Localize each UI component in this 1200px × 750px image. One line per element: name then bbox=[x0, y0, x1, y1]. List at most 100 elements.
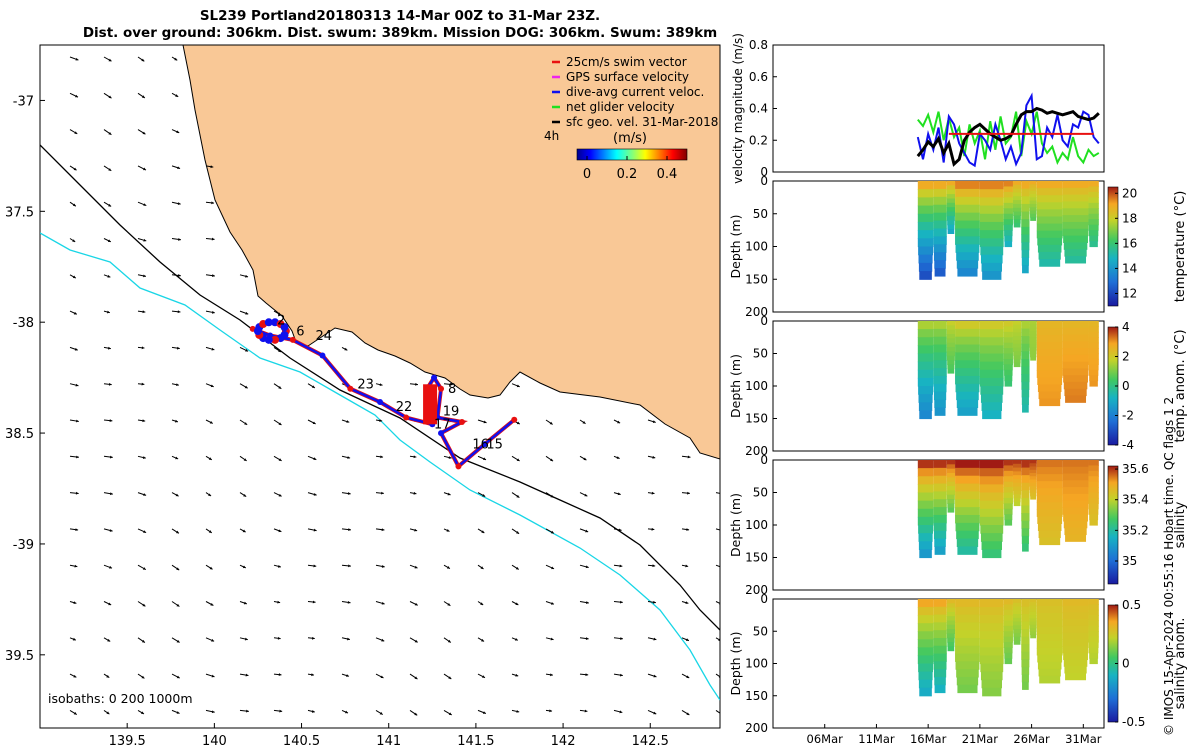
section-cell bbox=[1088, 604, 1099, 611]
geo-vector bbox=[715, 492, 720, 494]
section-cell bbox=[1036, 216, 1063, 225]
ytick-label: 0.6 bbox=[749, 70, 768, 84]
geo-vector-head bbox=[109, 419, 113, 423]
section-cell bbox=[1088, 197, 1099, 204]
axis-label: temperature (°C) bbox=[1173, 191, 1188, 303]
section-cell bbox=[1003, 331, 1013, 338]
colorbar-tick-label: 35.2 bbox=[1122, 523, 1149, 537]
geo-vector-head bbox=[277, 600, 281, 604]
section-cell bbox=[1089, 375, 1099, 382]
section-cell bbox=[1029, 621, 1037, 626]
section-cell bbox=[1012, 328, 1022, 333]
ytick-label: 150 bbox=[745, 551, 768, 565]
section-cell bbox=[979, 329, 1004, 338]
section-cell bbox=[979, 369, 1004, 379]
section-cell bbox=[1012, 196, 1022, 201]
section-cell bbox=[917, 492, 934, 502]
geo-vector-head bbox=[312, 421, 316, 425]
section-cell bbox=[1089, 519, 1098, 526]
section-cell bbox=[946, 194, 956, 200]
geo-vector-head bbox=[344, 710, 348, 714]
section-cell bbox=[1037, 244, 1062, 253]
section-cell bbox=[956, 260, 979, 269]
section-cell bbox=[1039, 398, 1061, 407]
section-cell bbox=[919, 410, 932, 420]
geo-vector bbox=[715, 601, 720, 605]
section-cell bbox=[955, 212, 980, 222]
section-cell bbox=[1013, 358, 1021, 364]
section-cell bbox=[1030, 631, 1037, 636]
section-cell bbox=[918, 254, 933, 264]
section-cell bbox=[957, 268, 978, 277]
section-cell bbox=[1088, 191, 1099, 198]
section-cell bbox=[933, 181, 947, 190]
section-cell bbox=[1088, 213, 1099, 220]
section-cell bbox=[1003, 321, 1013, 328]
geo-vector-head bbox=[381, 601, 385, 605]
section-cell bbox=[1012, 192, 1022, 197]
section-cell bbox=[934, 268, 946, 277]
section-cell bbox=[955, 637, 980, 647]
geo-vector-head bbox=[142, 167, 146, 171]
section-cell bbox=[933, 212, 947, 222]
section-cell bbox=[1003, 191, 1013, 198]
section-cell bbox=[1012, 181, 1022, 186]
ytick-label: 200 bbox=[745, 444, 768, 458]
section-cell bbox=[1029, 203, 1037, 208]
section-cell bbox=[1003, 599, 1013, 605]
track-dot bbox=[377, 399, 383, 406]
section-cell bbox=[1062, 201, 1089, 209]
geo-vector-head bbox=[551, 601, 554, 605]
section-cell bbox=[1062, 619, 1089, 627]
geo-vector-head bbox=[107, 274, 111, 278]
section-cell bbox=[1036, 321, 1063, 329]
section-cell bbox=[1012, 332, 1022, 337]
section-cell bbox=[1012, 184, 1022, 190]
section-cell bbox=[1062, 208, 1089, 216]
section-cell bbox=[1062, 473, 1089, 481]
geo-vector-head bbox=[653, 637, 657, 641]
section-cell bbox=[1003, 353, 1013, 360]
geo-vector-head bbox=[242, 529, 246, 533]
geo-vector-head bbox=[720, 566, 723, 569]
section-cell bbox=[946, 464, 956, 470]
legend-label: net glider velocity bbox=[566, 100, 674, 114]
section-cell bbox=[979, 345, 1004, 355]
section-cell bbox=[946, 347, 956, 352]
section-cell bbox=[979, 468, 1004, 477]
colorbar-tick-label: 0.4 bbox=[657, 167, 678, 182]
section-cell bbox=[1012, 475, 1022, 480]
section-cell bbox=[1062, 354, 1089, 363]
section-cell bbox=[979, 238, 1004, 248]
section-cell bbox=[946, 342, 956, 348]
geo-vector-head bbox=[141, 675, 145, 679]
geo-vector-head bbox=[175, 456, 179, 460]
section-cell bbox=[1036, 209, 1063, 218]
section-cell bbox=[917, 353, 934, 363]
section-cell bbox=[982, 271, 1002, 280]
section-cell bbox=[1021, 211, 1030, 220]
section-cell bbox=[1003, 642, 1013, 648]
section-cell bbox=[1088, 609, 1099, 616]
geo-vector-head bbox=[177, 310, 181, 314]
figure-title-line2: Dist. over ground: 306km. Dist. swum: 38… bbox=[82, 25, 718, 41]
geo-vector-head bbox=[72, 203, 76, 207]
geo-vector-head bbox=[74, 347, 78, 351]
section-cell bbox=[1063, 381, 1088, 390]
legend-label: dive-avg current veloc. bbox=[566, 85, 704, 99]
section-cell bbox=[918, 525, 934, 534]
ytick-label: 50 bbox=[753, 347, 768, 361]
section-cell bbox=[1088, 369, 1099, 376]
section-cell bbox=[1062, 348, 1089, 356]
geo-vector-head bbox=[143, 238, 147, 242]
section-cell bbox=[1029, 469, 1037, 474]
section-cell bbox=[1003, 197, 1013, 204]
xtick-label: 26Mar bbox=[1013, 732, 1050, 746]
map-ytick-label: 39.5 bbox=[5, 649, 34, 664]
section-cell bbox=[1089, 235, 1099, 242]
section-cell bbox=[1029, 350, 1037, 355]
geo-vector-head bbox=[482, 494, 486, 497]
section-cell bbox=[1029, 184, 1037, 189]
section-cell bbox=[1021, 599, 1030, 608]
